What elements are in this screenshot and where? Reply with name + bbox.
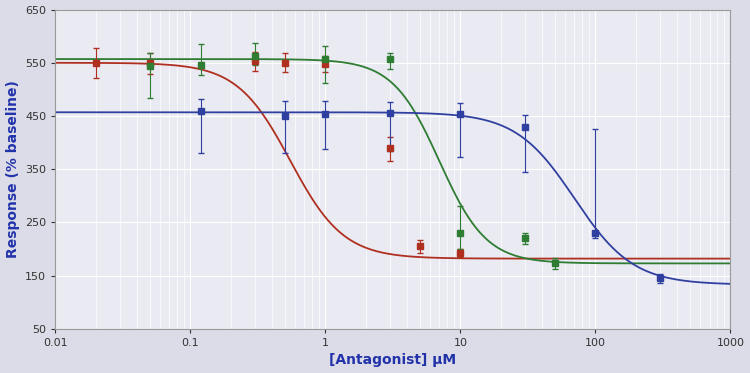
Y-axis label: Response (% baseline): Response (% baseline) (5, 80, 20, 258)
X-axis label: [Antagonist] μM: [Antagonist] μM (329, 354, 457, 367)
